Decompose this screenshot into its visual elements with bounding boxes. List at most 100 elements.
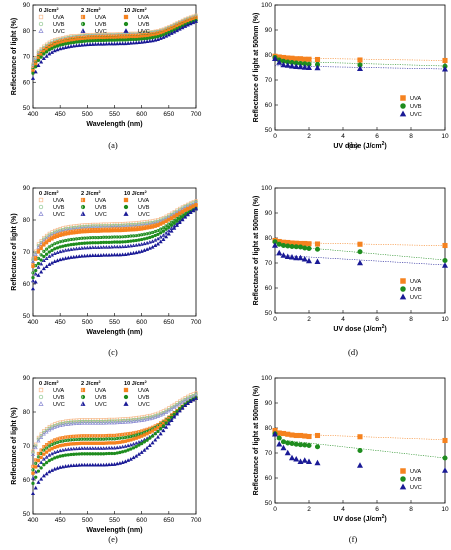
spectrum-point bbox=[110, 240, 114, 244]
spectrum-point bbox=[131, 228, 136, 232]
dose-point bbox=[306, 442, 312, 449]
panel-caption: (d) bbox=[348, 347, 358, 357]
spectrum-point bbox=[126, 38, 130, 42]
spectrum-point bbox=[123, 459, 128, 464]
spectrum-point bbox=[158, 413, 163, 417]
spectrum-point bbox=[71, 254, 76, 259]
spectrum-point bbox=[72, 442, 76, 446]
legend-label: UVC bbox=[410, 295, 422, 301]
spectrum-point bbox=[155, 434, 160, 439]
spectrum-point bbox=[126, 239, 130, 244]
spectrum-point bbox=[104, 245, 109, 249]
spectrum-point-half bbox=[79, 246, 81, 250]
dose-point bbox=[297, 56, 304, 62]
spectrum-point bbox=[142, 448, 147, 452]
spectrum-point bbox=[159, 227, 163, 231]
spectrum-point bbox=[161, 35, 166, 39]
spectrum-point bbox=[156, 232, 160, 237]
spectrum-point bbox=[104, 235, 108, 239]
spectrum-point-half bbox=[43, 448, 46, 452]
spectrum-point bbox=[96, 462, 101, 467]
spectrum-point bbox=[191, 208, 196, 212]
spectrum-point bbox=[120, 228, 125, 233]
spectrum-point bbox=[145, 240, 150, 245]
spectrum-point bbox=[88, 434, 92, 438]
spectrum-point-half bbox=[81, 437, 84, 441]
spectrum-point bbox=[63, 232, 68, 236]
spectrum-point bbox=[39, 261, 44, 266]
spectrum-point bbox=[147, 416, 152, 421]
spectrum-point bbox=[117, 244, 122, 249]
spectrum-point bbox=[60, 248, 65, 253]
dose-point bbox=[276, 241, 282, 247]
spectrum-point bbox=[93, 437, 98, 441]
spectrum-point-half bbox=[155, 424, 157, 428]
y-tick-label: 90 bbox=[265, 400, 273, 407]
spectrum-point bbox=[58, 465, 63, 469]
spectrum-point bbox=[82, 420, 87, 425]
spectrum-point bbox=[63, 464, 68, 468]
spectrum-point-half bbox=[141, 242, 144, 246]
spectrum-point bbox=[147, 240, 152, 244]
legend-label: UVC bbox=[53, 212, 65, 218]
spectrum-point bbox=[30, 76, 36, 80]
spectrum-point bbox=[148, 436, 152, 440]
spectrum-point-half bbox=[76, 447, 78, 450]
spectrum-point bbox=[93, 253, 98, 257]
spectrum-point bbox=[44, 455, 49, 459]
spectrum-point-half bbox=[71, 238, 73, 241]
legend-label: UVC bbox=[95, 29, 107, 35]
dose-point bbox=[280, 439, 287, 445]
spectrum-point bbox=[123, 439, 128, 443]
dose-point bbox=[356, 462, 364, 468]
legend-label: UVC bbox=[53, 402, 65, 408]
spectrum-point bbox=[161, 237, 166, 241]
spectrum-point bbox=[115, 445, 120, 450]
spectrum-point bbox=[120, 38, 125, 42]
x-tick-label: 400 bbox=[28, 111, 39, 118]
spectrum-point bbox=[118, 228, 122, 233]
y-tick-label: 80 bbox=[23, 28, 31, 35]
legend-label: UVA bbox=[410, 96, 421, 102]
dose-point bbox=[289, 55, 295, 61]
x-tick-label: 400 bbox=[28, 319, 39, 326]
x-tick-label: 600 bbox=[136, 517, 147, 524]
spectrum-point-half bbox=[133, 244, 135, 247]
spectrum-point bbox=[74, 246, 79, 251]
spectrum-point-half bbox=[122, 433, 124, 436]
spectrum-point bbox=[39, 435, 44, 439]
spectrum-point-half bbox=[122, 445, 125, 448]
spectrum-point bbox=[107, 445, 112, 450]
panel-caption: (b) bbox=[348, 140, 358, 150]
x-tick-label: 0 bbox=[273, 506, 277, 513]
spectrum-point bbox=[58, 257, 63, 262]
spectrum-point bbox=[145, 417, 150, 421]
x-tick-label: 500 bbox=[82, 111, 93, 118]
spectrum-point bbox=[69, 421, 74, 426]
spectrum-point-half bbox=[130, 244, 133, 248]
spectrum-point-half bbox=[33, 465, 35, 468]
spectrum-point bbox=[140, 434, 144, 438]
spectrum-point bbox=[55, 424, 60, 428]
spectrum-point bbox=[61, 439, 65, 443]
spectrum-point bbox=[140, 37, 144, 41]
spectrum-point bbox=[85, 42, 90, 47]
spectrum-point bbox=[188, 210, 193, 214]
spectrum-point bbox=[131, 437, 136, 441]
spectrum-point bbox=[120, 460, 125, 464]
spectrum-point bbox=[180, 406, 185, 410]
spectrum-point bbox=[88, 236, 92, 240]
legend-marker bbox=[399, 110, 407, 117]
x-tick-label: 600 bbox=[136, 319, 147, 326]
y-tick-label: 70 bbox=[265, 450, 273, 457]
spectrum-point bbox=[150, 429, 155, 433]
spectrum-point-half bbox=[160, 227, 162, 231]
spectrum-point bbox=[47, 448, 51, 452]
spectrum-point bbox=[80, 452, 84, 456]
spectrum-point bbox=[104, 38, 108, 43]
y-tick-label: 80 bbox=[265, 425, 273, 432]
dose-point bbox=[285, 440, 291, 446]
spectrum-point bbox=[91, 229, 95, 233]
spectrum-point bbox=[150, 225, 155, 229]
spectrum-point bbox=[188, 206, 193, 210]
